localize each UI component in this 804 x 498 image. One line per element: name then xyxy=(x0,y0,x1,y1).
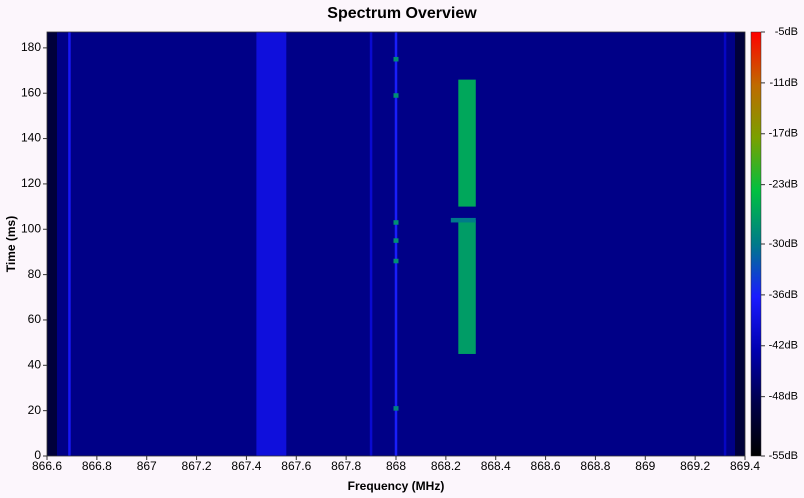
y-axis-label: Time (ms) xyxy=(4,216,18,272)
colorbar-tick-label: -23dB xyxy=(769,179,798,191)
y-tick-label: 80 xyxy=(28,267,42,281)
heatmap-cell xyxy=(393,56,399,62)
colorbar-tick-label: -55dB xyxy=(769,450,798,462)
heatmap-cell xyxy=(393,238,399,243)
heatmap-cell xyxy=(394,32,398,456)
heatmap-cell xyxy=(68,32,71,456)
heatmap-cell xyxy=(393,220,399,225)
y-tick-label: 140 xyxy=(21,131,41,145)
heatmap-cell xyxy=(450,217,476,223)
x-tick-label: 868 xyxy=(386,459,406,473)
heatmap-cell xyxy=(47,32,57,456)
y-tick-label: 0 xyxy=(34,448,41,462)
x-tick-label: 866.6 xyxy=(32,459,62,473)
x-tick-label: 868.6 xyxy=(531,459,561,473)
y-tick-label: 100 xyxy=(21,221,41,235)
x-tick-label: 867.2 xyxy=(182,459,212,473)
x-tick-label: 869 xyxy=(635,459,655,473)
heatmap-cell xyxy=(256,32,287,456)
plot-area xyxy=(47,32,745,456)
x-tick-label: 867.4 xyxy=(231,459,261,473)
y-tick-label: 180 xyxy=(21,40,41,54)
x-tick-label: 867.6 xyxy=(281,459,311,473)
y-tick-label: 120 xyxy=(21,176,41,190)
x-tick-label: 868.2 xyxy=(431,459,461,473)
x-tick-label: 868.8 xyxy=(580,459,610,473)
x-tick-label: 869.2 xyxy=(680,459,710,473)
heatmap-cell xyxy=(393,258,399,264)
heatmap-cell xyxy=(735,32,745,456)
y-tick-label: 40 xyxy=(28,357,42,371)
heatmap-cell xyxy=(393,93,399,98)
y-tick-label: 60 xyxy=(28,312,42,326)
heatmap-cell xyxy=(723,32,727,456)
colorbar-tick-label: -42dB xyxy=(769,340,798,352)
x-tick-label: 867.8 xyxy=(331,459,361,473)
y-tick-label: 160 xyxy=(21,85,41,99)
colorbar-tick-label: -36dB xyxy=(769,289,798,301)
colorbar-tick-label: -11dB xyxy=(769,77,798,89)
heatmap-cell xyxy=(458,79,476,207)
colorbar-tick-label: -5dB xyxy=(775,26,798,38)
chart-title: Spectrum Overview xyxy=(327,5,477,22)
colorbar-tick-label: -17dB xyxy=(769,128,798,140)
colorbar xyxy=(750,31,762,457)
y-tick-label: 20 xyxy=(28,403,42,417)
heatmap-cell xyxy=(458,220,476,354)
x-tick-label: 866.8 xyxy=(82,459,112,473)
x-axis-label: Frequency (MHz) xyxy=(348,479,445,493)
colorbar-tick-label: -30dB xyxy=(769,238,798,250)
heatmap-cell xyxy=(369,32,373,456)
colorbar-tick-label: -48dB xyxy=(769,391,798,403)
x-tick-label: 869.4 xyxy=(730,459,760,473)
x-tick-label: 867 xyxy=(137,459,157,473)
heatmap-cell xyxy=(393,406,399,411)
x-tick-label: 868.4 xyxy=(481,459,511,473)
